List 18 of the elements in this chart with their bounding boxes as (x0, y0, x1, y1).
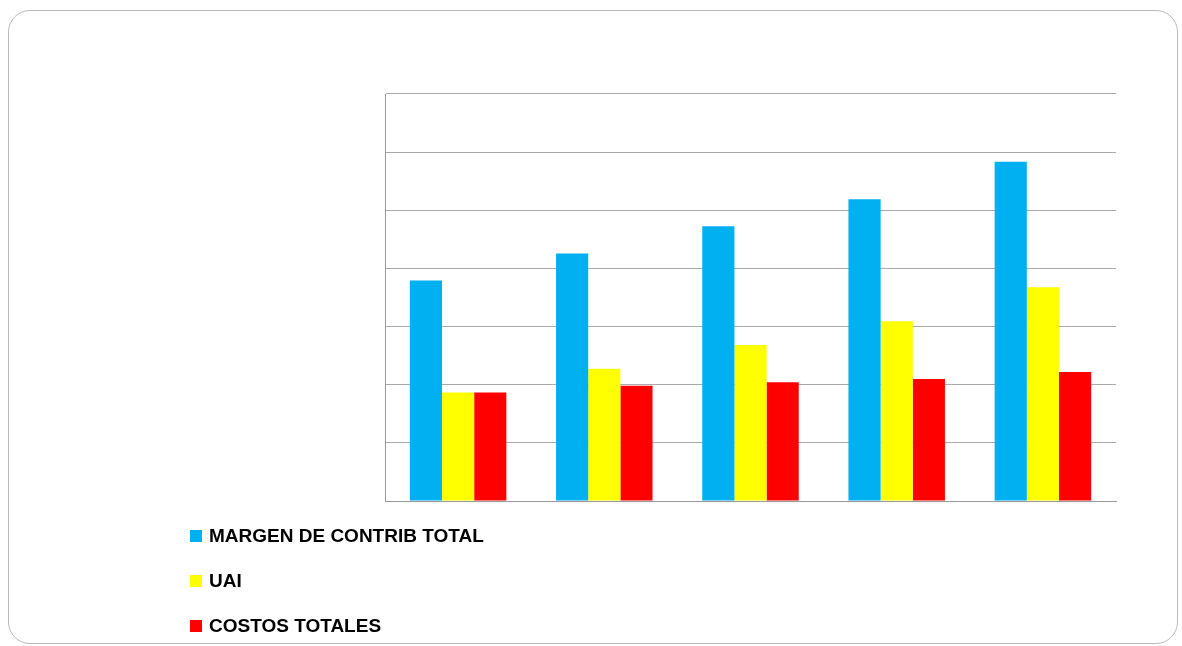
bar (474, 392, 507, 501)
bar (442, 392, 475, 501)
bar (620, 385, 653, 501)
bar (766, 382, 799, 501)
bar (912, 378, 945, 501)
bar (702, 226, 735, 501)
bar (880, 321, 913, 501)
legend-label: UAI (209, 570, 242, 592)
legend-label: COSTOS TOTALES (209, 615, 382, 637)
legend-label: MARGEN DE CONTRIB TOTAL (209, 525, 484, 547)
bar (734, 344, 767, 501)
bar (1026, 287, 1059, 501)
bar (994, 161, 1027, 501)
bar (1058, 372, 1092, 501)
bar (409, 280, 443, 501)
bar (848, 199, 881, 501)
bar (588, 368, 621, 501)
bar (556, 253, 589, 501)
